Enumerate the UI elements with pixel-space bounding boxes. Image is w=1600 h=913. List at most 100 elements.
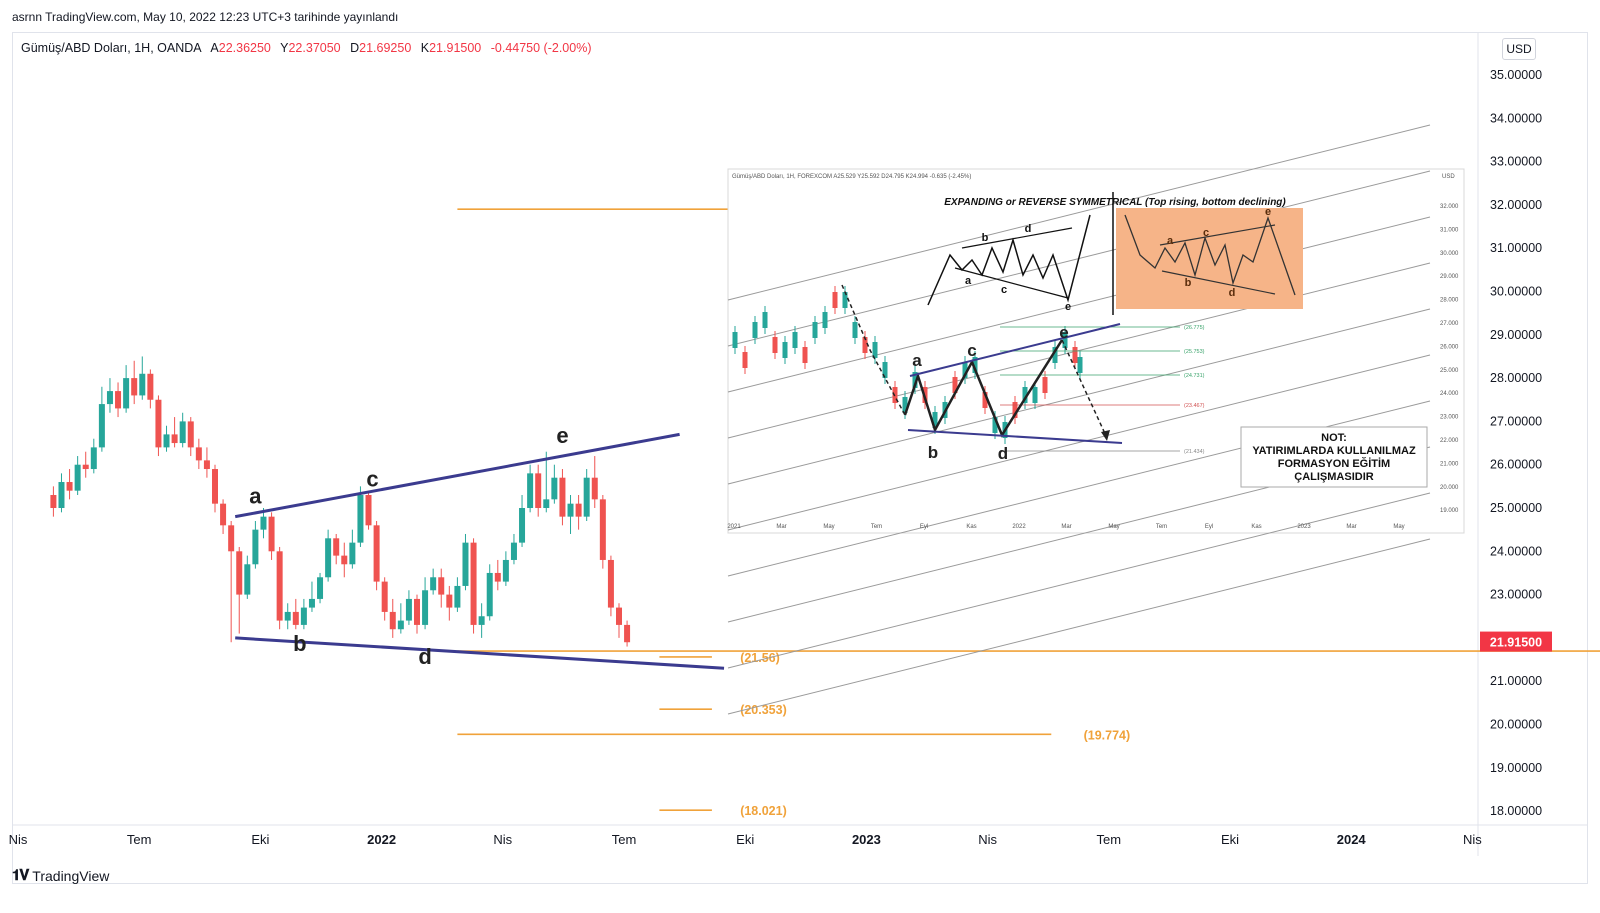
candle-body	[292, 611, 299, 625]
inset-candle-body	[792, 332, 798, 348]
inset-channel-line	[727, 354, 1431, 531]
inset-candle-body	[1062, 332, 1068, 348]
x-tick-label: Nis	[493, 832, 512, 847]
x-tick-label: Tem	[1097, 832, 1122, 847]
trendline-upper	[234, 432, 680, 519]
candle-body	[236, 551, 243, 595]
inset-exit-arrowhead	[1101, 430, 1110, 441]
x-tick-label: 2024	[1337, 832, 1367, 847]
x-tick-label: Tem	[612, 832, 637, 847]
inset-y-tick: 31.000	[1440, 227, 1459, 233]
low-value: 21.69250	[359, 41, 412, 55]
candle-body	[244, 564, 251, 595]
inset-x-tick: Eyl	[920, 524, 928, 530]
inset-y-tick: 20.000	[1440, 485, 1459, 491]
inset-channel-line	[727, 492, 1431, 669]
candle-body	[470, 542, 477, 625]
candle-body	[260, 516, 267, 530]
symbol-legend[interactable]: Gümüş/ABD Doları, 1H, OANDA A22.36250 Y2…	[21, 41, 598, 55]
symbol-name[interactable]: Gümüş/ABD Doları, 1H, OANDA	[21, 41, 202, 55]
inset-y-tick: 30.000	[1440, 251, 1459, 257]
candle-body	[98, 404, 105, 448]
candle-body	[195, 447, 202, 461]
inset-candle-body	[752, 322, 758, 338]
inset-channel-line	[727, 216, 1431, 393]
y-tick-label: 24.00000	[1490, 544, 1542, 558]
inset-x-tick: 2022	[1012, 524, 1026, 530]
inset-fib-label: (23.467)	[1184, 403, 1205, 409]
inset-candle-body	[822, 312, 828, 328]
inset-channel-line	[727, 308, 1431, 485]
candle-body	[551, 477, 558, 500]
y-tick-label: 25.00000	[1490, 501, 1542, 515]
inset-header: Gümüş/ABD Doları, 1H, FOREXCOM A25.529 Y…	[732, 174, 971, 180]
candle-body	[74, 464, 81, 491]
candle-body	[607, 559, 614, 608]
candle-body	[624, 624, 631, 643]
y-tick-label: 19.00000	[1490, 761, 1542, 775]
inset-x-tick: May	[1108, 524, 1119, 530]
close-label: K	[420, 41, 430, 55]
wave-label-e: e	[556, 423, 568, 448]
inset-candle-body	[972, 357, 978, 373]
candle-body	[373, 525, 380, 582]
trendline-lower	[235, 636, 725, 670]
candle-body	[599, 499, 606, 560]
candle-body	[123, 378, 130, 409]
inset-y-tick: 27.000	[1440, 321, 1459, 327]
schematic-label-e: e	[1065, 301, 1071, 313]
brand-footer: 𝟏𝐕 TradingView	[12, 867, 109, 884]
schematic-box-zigzag	[1124, 214, 1296, 296]
candle-body	[163, 434, 170, 448]
inset-y-tick: 28.000	[1440, 298, 1459, 304]
candle-body	[333, 538, 340, 556]
y-tick-label: 23.00000	[1490, 588, 1542, 602]
inset-x-tick: Mar	[1061, 524, 1071, 530]
inset-lower-trendline	[907, 429, 1123, 444]
inset-x-tick: May	[823, 524, 834, 530]
inset-candle-body	[852, 322, 858, 338]
inset-y-tick: 22.000	[1440, 438, 1459, 444]
candle-body	[90, 447, 97, 470]
inset-x-tick: Tem	[1156, 524, 1167, 530]
candle-body	[357, 495, 364, 543]
x-tick-label: 2022	[367, 832, 396, 847]
schematic-box-label-d: d	[1229, 287, 1236, 299]
candle-body	[535, 473, 542, 508]
note-line: ÇALIŞMASIDIR	[1294, 471, 1374, 483]
y-tick-label: 34.00000	[1490, 111, 1542, 125]
candle-body	[82, 464, 89, 470]
note-line: YATIRIMLARDA KULLANILMAZ	[1252, 445, 1416, 457]
inset-candle-body	[842, 292, 848, 308]
candle-body	[276, 551, 283, 621]
candle-body	[591, 477, 598, 500]
y-tick-label: 33.00000	[1490, 155, 1542, 169]
schematic-box-label-b: b	[1185, 277, 1192, 289]
schematic-box-label-c: c	[1203, 227, 1209, 239]
candle-body	[115, 391, 122, 409]
candle-body	[155, 399, 162, 448]
inset-x-tick: 2021	[727, 524, 741, 530]
currency-button[interactable]: USD	[1502, 38, 1536, 60]
inset-y-tick: 24.000	[1440, 391, 1459, 397]
y-tick-label: 31.00000	[1490, 241, 1542, 255]
inset-candle-body	[1077, 357, 1083, 373]
inset-candle-body	[812, 322, 818, 338]
inset-candle-body	[1072, 347, 1078, 363]
x-tick-label: Nis	[978, 832, 997, 847]
close-value: 21.91500	[429, 41, 482, 55]
candle-body	[58, 482, 65, 508]
inset-candle-body	[912, 372, 918, 388]
tradingview-logo-icon: 𝟏𝐕	[12, 867, 29, 884]
inset-channel-line	[727, 538, 1431, 715]
open-label: A	[210, 41, 219, 55]
note-line: FORMASYON EĞİTİM	[1278, 457, 1390, 470]
candle-body	[438, 577, 445, 595]
chart-panel[interactable]	[12, 32, 1588, 884]
inset-y-tick: 29.000	[1440, 274, 1459, 280]
inset-y-tick: 25.000	[1440, 368, 1459, 374]
inset-candle-body	[962, 362, 968, 378]
candle-body	[405, 598, 412, 621]
inset-y-tick: 26.000	[1440, 344, 1459, 350]
